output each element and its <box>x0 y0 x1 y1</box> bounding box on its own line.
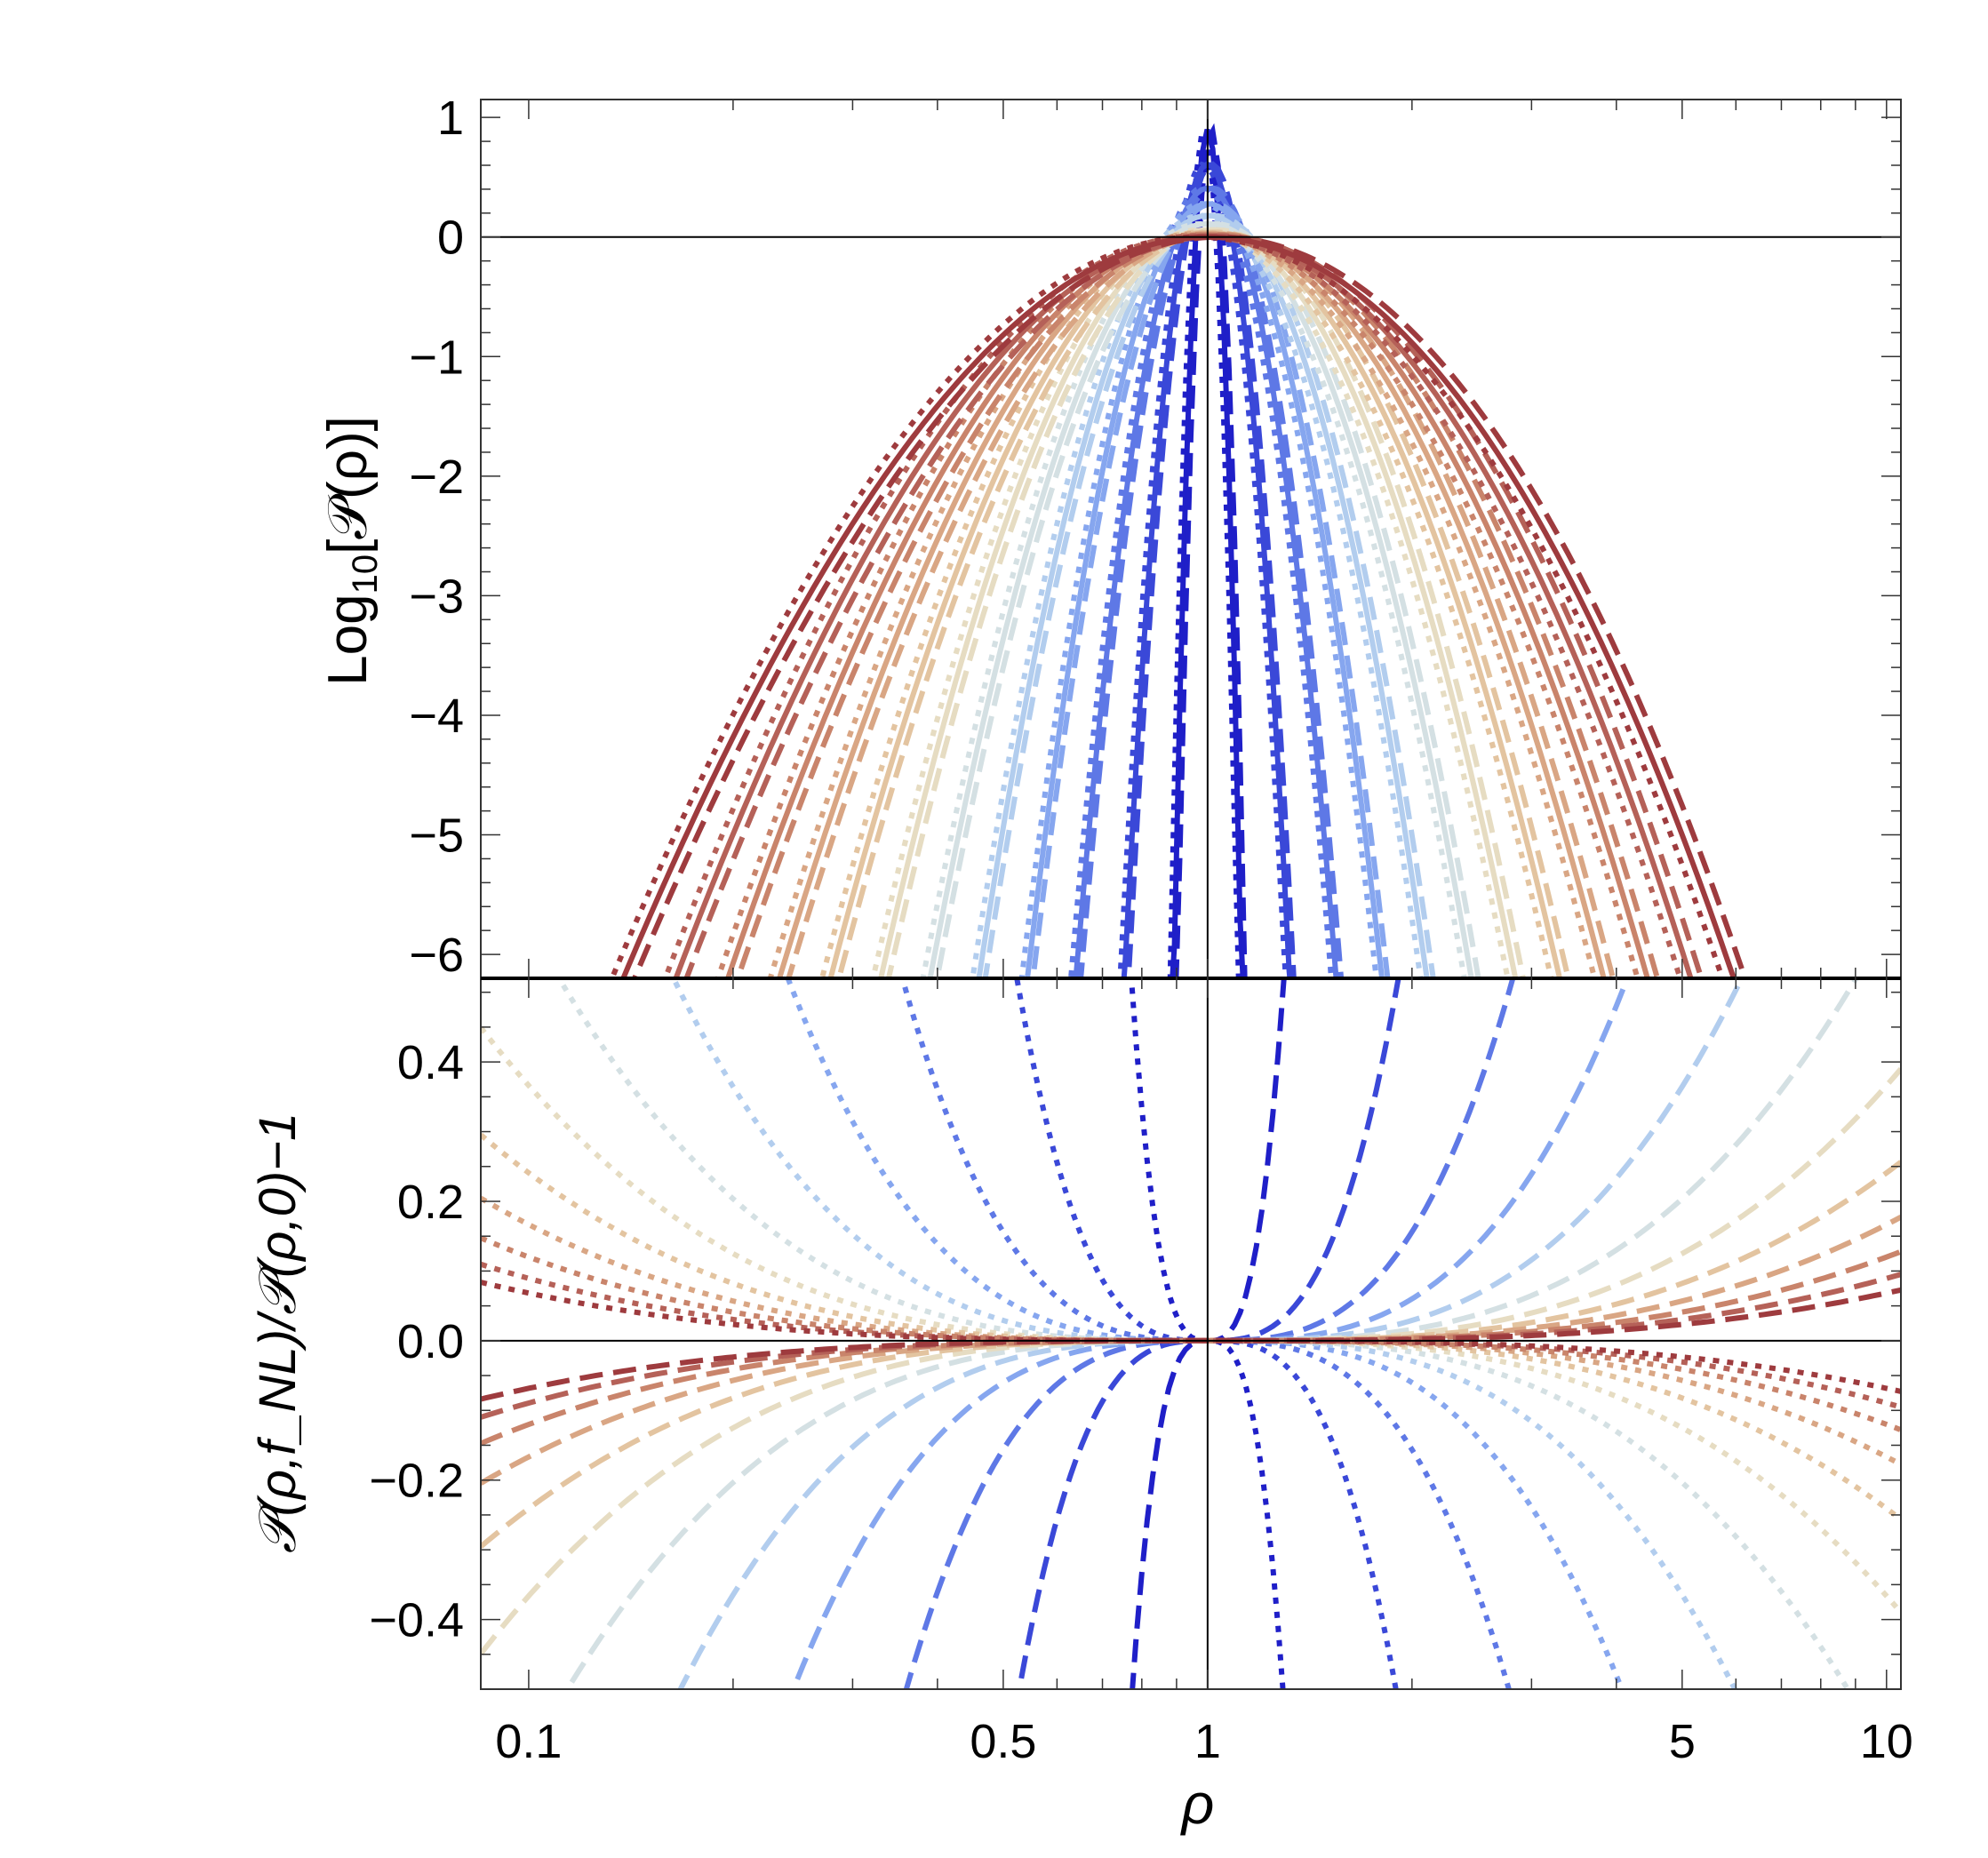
top-y-label-sub: 10 <box>346 554 385 594</box>
x-tick-label: 5 <box>1669 1715 1696 1768</box>
top-y-tick-label: −6 <box>409 929 464 982</box>
top-y-tick-label: −5 <box>409 809 464 863</box>
bottom-panel-series <box>481 978 1901 1689</box>
bottom-series-line <box>1129 978 1286 1689</box>
bottom-series-line <box>481 1160 1901 1549</box>
x-tick-label: 10 <box>1860 1715 1913 1768</box>
bottom-series-line <box>555 978 1851 1689</box>
x-tick-labels: 0.1 0.5 1 5 10 <box>495 1715 1912 1768</box>
bottom-series-line <box>481 1261 1901 1410</box>
top-series-line <box>982 212 1436 978</box>
x-tick-label: 0.1 <box>495 1715 562 1768</box>
x-axis-label: ρ <box>1180 1772 1215 1836</box>
top-series-line <box>1018 201 1379 978</box>
top-series-line <box>970 212 1424 978</box>
top-panel-series <box>609 123 1748 978</box>
top-y-tick-label: −4 <box>409 690 464 743</box>
top-y-tick-label: 1 <box>437 92 464 145</box>
top-y-axis-label: Log10[𝒫(ρ)] <box>317 416 385 686</box>
top-y-label-rest: [𝒫(ρ)] <box>317 416 379 554</box>
top-series-line <box>1173 123 1248 978</box>
top-y-tick-labels: 1 0 −1 −2 −3 −4 −5 −6 <box>409 92 464 982</box>
bottom-series-line <box>481 1235 1901 1432</box>
bottom-y-tick-label: 0.2 <box>397 1176 464 1229</box>
tick-marks <box>481 100 1901 1690</box>
top-y-tick-label: −2 <box>409 451 464 504</box>
bottom-y-tick-label: −0.2 <box>369 1455 464 1508</box>
x-tick-label: 0.5 <box>970 1715 1036 1768</box>
top-y-tick-label: 0 <box>437 211 464 265</box>
top-series-line <box>1170 128 1246 978</box>
bottom-y-axis-label: 𝒫(ρ,f_NL)/𝒫(ρ,0)−1 <box>249 1112 307 1554</box>
bottom-series-line <box>481 1214 1901 1486</box>
bottom-y-tick-label: −0.4 <box>369 1594 464 1647</box>
top-series-line <box>631 234 1748 978</box>
top-y-tick-label: −1 <box>409 331 464 384</box>
x-tick-label: 1 <box>1194 1715 1221 1768</box>
bottom-series-line <box>481 1195 1901 1467</box>
top-y-tick-label: −3 <box>409 570 464 623</box>
top-series-line <box>927 220 1474 978</box>
bottom-y-tick-labels: 0.4 0.2 0.0 −0.2 −0.4 <box>369 1036 464 1647</box>
top-series-line <box>1167 129 1242 978</box>
bottom-y-tick-label: 0.0 <box>397 1315 464 1368</box>
bottom-y-tick-label: 0.4 <box>397 1036 464 1089</box>
bottom-series-line <box>1130 978 1287 1689</box>
top-series-line <box>1025 201 1385 978</box>
top-y-label-main: Log <box>317 594 379 685</box>
top-series-line <box>1073 185 1339 978</box>
bottom-series-line <box>677 978 1745 1689</box>
